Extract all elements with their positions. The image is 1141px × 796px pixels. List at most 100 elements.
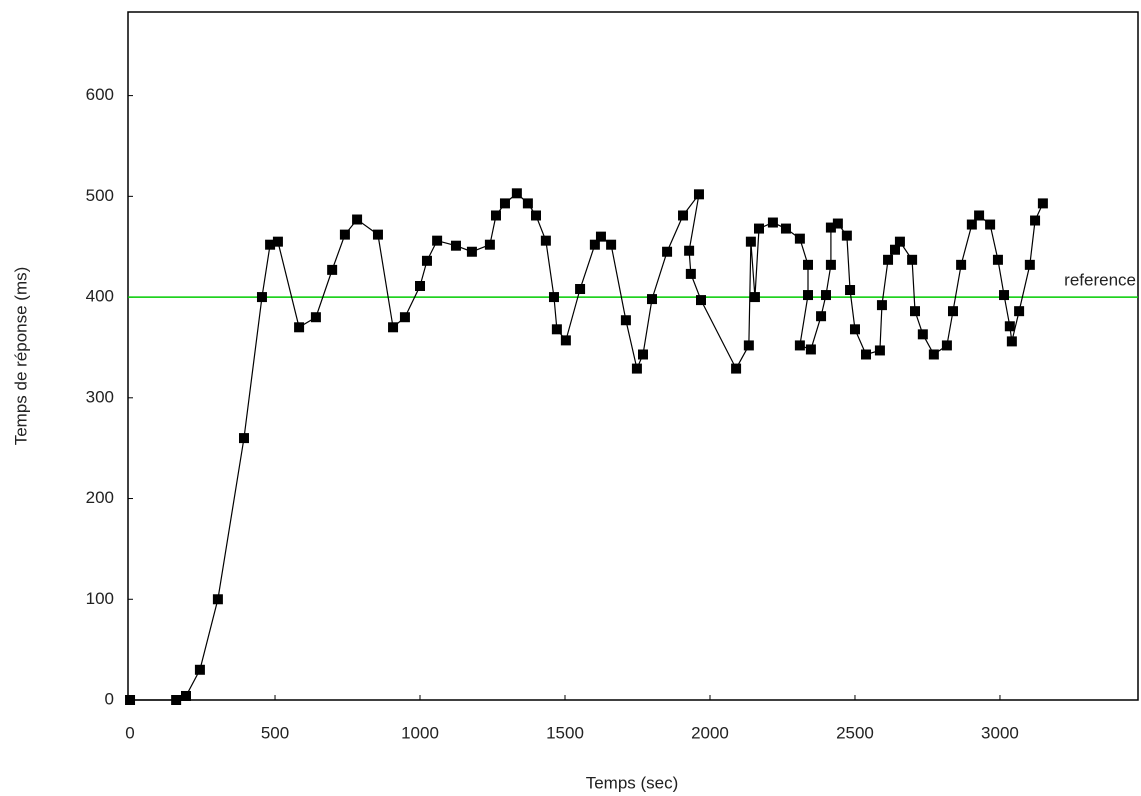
data-point: [999, 290, 1010, 301]
x-tick-label: 1500: [546, 723, 584, 742]
data-point: [484, 239, 495, 250]
data-point: [551, 324, 562, 335]
data-point: [646, 294, 657, 305]
data-point: [399, 312, 410, 323]
y-axis-label: Temps de réponse (ms): [11, 267, 30, 446]
data-point: [876, 300, 887, 311]
data-point: [531, 210, 542, 221]
data-point: [540, 235, 551, 246]
data-point: [874, 345, 885, 356]
data-point: [956, 259, 967, 270]
data-point: [985, 219, 996, 230]
data-point: [825, 259, 836, 270]
data-point: [910, 306, 921, 317]
data-point: [466, 246, 477, 257]
data-point: [432, 235, 443, 246]
data-point: [889, 244, 900, 255]
x-tick-label: 500: [261, 723, 289, 742]
data-point: [589, 239, 600, 250]
data-point: [883, 254, 894, 265]
data-point: [696, 295, 707, 306]
data-point: [511, 188, 522, 199]
data-point: [372, 229, 383, 240]
data-point: [678, 210, 689, 221]
data-point: [894, 236, 905, 247]
data-point: [180, 690, 191, 701]
x-tick-label: 0: [125, 723, 134, 742]
data-point: [947, 306, 958, 317]
data-point: [1037, 198, 1048, 209]
data-point: [238, 433, 249, 444]
data-point: [745, 236, 756, 247]
data-point: [820, 290, 831, 301]
data-point: [560, 335, 571, 346]
y-tick-label: 500: [86, 186, 114, 205]
data-point: [780, 223, 791, 234]
data-point: [992, 254, 1003, 265]
data-point: [450, 240, 461, 251]
data-point: [499, 198, 510, 209]
y-tick-label: 100: [86, 589, 114, 608]
data-point: [928, 349, 939, 360]
y-tick-label: 600: [86, 85, 114, 104]
x-tick-label: 1000: [401, 723, 439, 742]
data-point: [845, 285, 856, 296]
data-point: [256, 292, 267, 303]
data-point: [743, 340, 754, 351]
data-point: [310, 312, 321, 323]
data-point: [1014, 306, 1025, 317]
y-tick-label: 400: [86, 287, 114, 306]
data-point: [684, 245, 695, 256]
data-point: [620, 315, 631, 326]
data-point: [327, 264, 338, 275]
data-point: [749, 292, 760, 303]
data-point: [421, 255, 432, 266]
data-point: [803, 290, 814, 301]
data-point: [194, 664, 205, 675]
data-point: [917, 329, 928, 340]
x-tick-label: 2500: [836, 723, 874, 742]
reference-label: reference: [1064, 271, 1136, 290]
x-axis-label: Temps (sec): [586, 773, 679, 792]
data-point: [490, 210, 501, 221]
data-point: [1024, 259, 1035, 270]
data-point: [1030, 215, 1041, 226]
data-point: [388, 322, 399, 333]
plot-frame: [127, 11, 1139, 701]
y-tick-label: 300: [86, 387, 114, 406]
data-point: [294, 322, 305, 333]
data-point: [825, 222, 836, 233]
y-tick-label: 0: [105, 689, 114, 708]
data-point: [638, 349, 649, 360]
data-point: [849, 324, 860, 335]
data-point: [753, 223, 764, 234]
data-point: [767, 217, 778, 228]
data-point: [548, 292, 559, 303]
data-point: [595, 231, 606, 242]
y-tick-label: 200: [86, 488, 114, 507]
data-point: [794, 233, 805, 244]
data-point: [522, 198, 533, 209]
data-point: [575, 284, 586, 295]
data-point: [685, 268, 696, 279]
data-point: [731, 363, 742, 374]
data-point: [606, 239, 617, 250]
data-point: [974, 210, 985, 221]
data-point: [339, 229, 350, 240]
data-point: [907, 254, 918, 265]
data-point: [816, 311, 827, 322]
data-point: [352, 214, 363, 225]
data-point: [841, 230, 852, 241]
data-point: [415, 280, 426, 291]
data-point: [631, 363, 642, 374]
data-point: [171, 695, 182, 705]
data-point: [860, 349, 871, 360]
data-point: [941, 340, 952, 351]
x-tick-label: 3000: [981, 723, 1019, 742]
x-tick-label: 2000: [691, 723, 729, 742]
data-point: [212, 594, 223, 605]
data-point: [794, 340, 805, 351]
data-point: [966, 219, 977, 230]
